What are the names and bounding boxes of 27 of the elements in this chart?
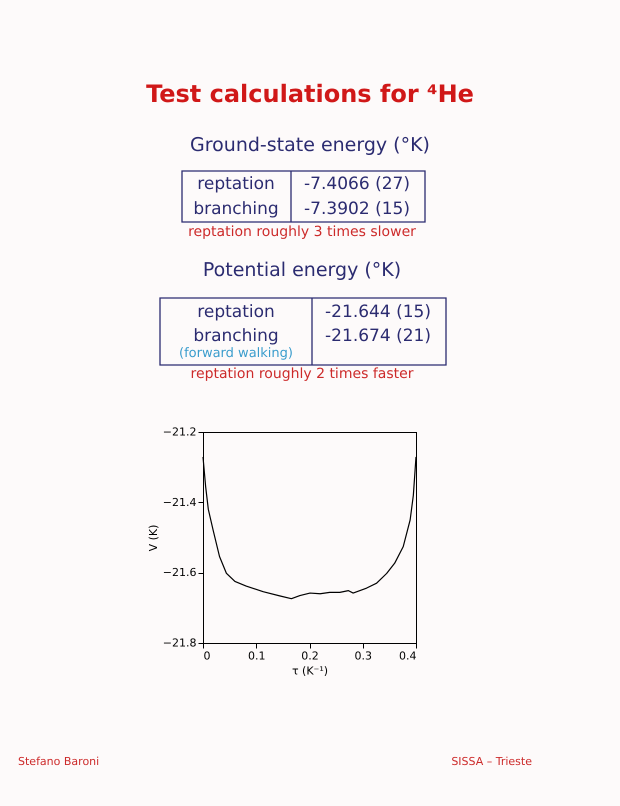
y-tick-label: −21.2: [162, 426, 196, 438]
y-tick-label: −21.4: [162, 496, 196, 509]
text: -21.674 (21): [325, 326, 431, 346]
text: -21.644 (15): [325, 302, 431, 322]
text: Ground-state energy (°K): [190, 134, 430, 156]
y-axis-title: V (K): [146, 524, 160, 552]
x-axis-title: τ (K⁻¹): [292, 664, 328, 678]
text: SISSA – Trieste: [451, 755, 532, 768]
x-tick-label: 0: [204, 650, 210, 662]
text: reptation roughly 3 times slower: [188, 224, 416, 240]
text: -7.3902 (15): [304, 199, 410, 219]
text: branching: [193, 326, 279, 346]
text: (forward walking): [179, 346, 293, 361]
y-tick-label: −21.8: [162, 636, 196, 650]
text: Potential energy (°K): [202, 259, 402, 281]
text: reptation: [197, 302, 275, 322]
chart-title: Test calculations for ⁴He: [146, 80, 474, 108]
text: reptation roughly 2 times faster: [190, 366, 414, 382]
x-tick-label: 0.1: [248, 650, 266, 662]
x-tick-label: 0.3: [354, 650, 372, 662]
text: branching: [193, 199, 279, 219]
text: -7.4066 (27): [304, 174, 410, 194]
text: Stefano Baroni: [18, 755, 100, 768]
x-tick-label: 0.2: [301, 650, 319, 662]
text: reptation: [197, 174, 275, 194]
x-tick-label: 0.4: [399, 650, 416, 662]
y-tick-label: −21.6: [162, 566, 196, 580]
